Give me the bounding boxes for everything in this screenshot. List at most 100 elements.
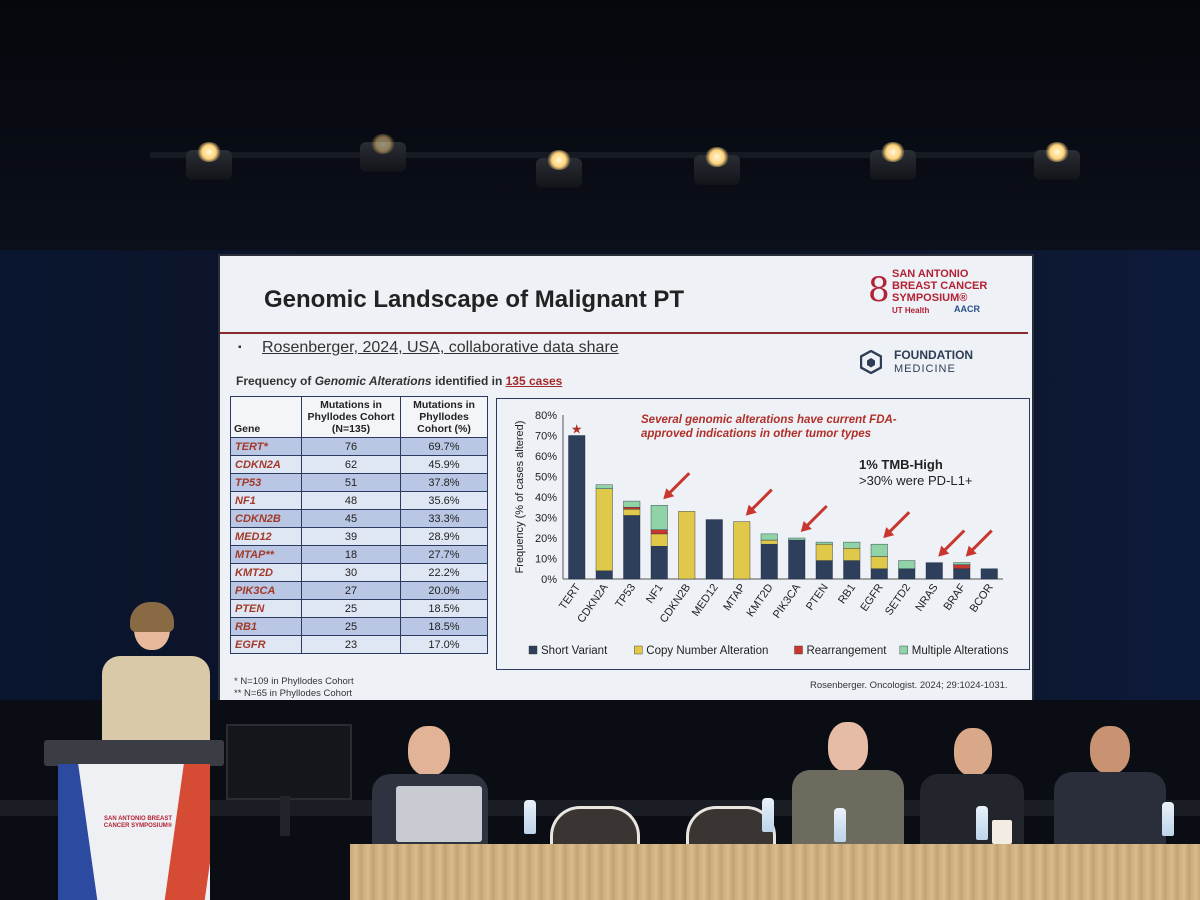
y-tick-label: 20% <box>535 533 557 545</box>
table-row: CDKN2A 62 45.9% <box>230 455 488 474</box>
sabcs-logo-text: SAN ANTONIO BREAST CANCER SYMPOSIUM® <box>892 268 988 304</box>
chair <box>550 806 640 849</box>
stage-light <box>186 140 232 182</box>
x-tick-label: TERT <box>557 582 583 612</box>
table-row: CDKN2B 45 33.3% <box>230 509 488 528</box>
bar-segment <box>595 570 613 580</box>
bar-segment <box>870 556 888 569</box>
panel-table <box>350 844 1200 900</box>
bar-segment <box>650 504 668 530</box>
table-row: MED12 39 28.9% <box>230 527 488 546</box>
bar-segment <box>788 539 806 580</box>
stage-light <box>694 145 740 187</box>
bar-segment <box>595 484 613 489</box>
arrow-icon <box>803 504 828 530</box>
legend-swatch <box>794 645 803 655</box>
bar-segment <box>623 515 641 580</box>
y-tick-label: 40% <box>535 492 557 504</box>
sabcs-logo: 8 SAN ANTONIO BREAST CANCER SYMPOSIUM® U… <box>868 266 1018 328</box>
legend-swatch <box>528 645 538 655</box>
percent-cell: 28.9% <box>400 527 488 546</box>
percent-cell: 45.9% <box>400 455 488 474</box>
gene-cell: KMT2D <box>230 563 302 582</box>
table-header-gene: Gene <box>230 396 302 438</box>
count-cell: 25 <box>301 617 401 636</box>
y-tick-label: 0% <box>541 574 557 586</box>
arrow-icon <box>666 472 691 497</box>
x-tick-label: NF1 <box>644 582 666 606</box>
percent-cell: 17.0% <box>400 635 488 654</box>
chair <box>686 806 776 849</box>
speaker <box>98 602 214 744</box>
bar-segment <box>898 568 916 580</box>
bar-segment <box>953 568 971 580</box>
ceiling <box>0 0 1200 250</box>
hexagon-icon <box>860 350 882 374</box>
gene-cell: PTEN <box>230 599 302 618</box>
table-header-percent: Mutations in Phyllodes Cohort (%) <box>400 396 488 438</box>
legend-label: Copy Number Alteration <box>646 645 768 657</box>
bar-segment <box>898 560 916 569</box>
legend-swatch <box>634 645 643 655</box>
arrow-head-icon <box>800 521 812 532</box>
arrow-head-icon <box>663 488 675 500</box>
x-tick-label: NRAS <box>913 582 940 614</box>
bar-segment <box>870 543 888 557</box>
gene-cell: CDKN2B <box>230 509 302 528</box>
x-tick-label: MTAP <box>721 582 748 613</box>
y-tick-label: 10% <box>535 554 557 566</box>
table-row: NF1 48 35.6% <box>230 491 488 510</box>
bar-segment <box>623 507 641 510</box>
gene-cell: NF1 <box>230 491 302 510</box>
legend-label: Rearrangement <box>807 645 888 657</box>
count-cell: 25 <box>301 599 401 618</box>
star-icon: ★ <box>571 422 583 437</box>
bar-segment <box>705 519 723 580</box>
water-bottle <box>976 806 988 840</box>
chart-canvas: 0% 10% 20% 30% 40% 50% 60% 70% 80% Frequency (% o… <box>514 410 1009 657</box>
panelist <box>1054 726 1166 846</box>
x-tick-label: BRAF <box>942 582 969 613</box>
bar-segment <box>843 541 861 549</box>
x-tick-label: TP53 <box>613 582 638 610</box>
arrow-head-icon <box>965 545 977 557</box>
x-tick-label: EGFR <box>858 582 885 614</box>
gene-cell: TERT* <box>230 437 302 456</box>
table-row: EGFR 23 17.0% <box>230 635 488 654</box>
stage-light <box>360 132 406 174</box>
y-tick-label: 70% <box>535 431 557 443</box>
lighting-truss <box>150 152 1050 158</box>
x-tick-label: MED12 <box>690 582 721 619</box>
title-divider <box>220 332 1028 334</box>
slide-title: Genomic Landscape of Malignant PT <box>264 286 685 313</box>
bar-segment <box>843 548 861 561</box>
panelist <box>792 722 904 846</box>
table-row: PIK3CA 27 20.0% <box>230 581 488 600</box>
bar-segment <box>815 560 833 580</box>
arrow-icon <box>968 529 993 554</box>
projected-slide: Genomic Landscape of Malignant PT 8 SAN … <box>218 254 1034 706</box>
confidence-monitor <box>226 724 352 800</box>
bullet-icon: ▪ <box>238 342 242 353</box>
footnote-tert: * N=109 in Phyllodes Cohort <box>234 676 354 687</box>
count-cell: 23 <box>301 635 401 654</box>
gene-cell: MED12 <box>230 527 302 546</box>
coffee-cup <box>992 820 1012 844</box>
gene-frequency-table: Gene Mutations in Phyllodes Cohort (N=13… <box>230 396 488 654</box>
ut-health-logo: UT Health <box>892 306 930 315</box>
water-bottle <box>834 808 846 842</box>
slide-subtitle: Rosenberger, 2024, USA, collaborative da… <box>262 339 619 356</box>
arrow-icon <box>886 511 911 536</box>
bar-segment <box>760 543 778 580</box>
bar-segment <box>568 435 586 580</box>
percent-cell: 33.3% <box>400 509 488 528</box>
percent-cell: 27.7% <box>400 545 488 564</box>
bar-segment <box>953 562 971 565</box>
bar-segment <box>815 543 833 561</box>
x-tick-label: RB1 <box>836 582 858 606</box>
podium: SAN ANTONIO BREAST CANCER SYMPOSIUM® <box>44 740 224 900</box>
stage-light <box>870 140 916 182</box>
table-header-count: Mutations in Phyllodes Cohort (N=135) <box>301 396 401 438</box>
count-cell: 45 <box>301 509 401 528</box>
bar-segment <box>623 509 641 516</box>
